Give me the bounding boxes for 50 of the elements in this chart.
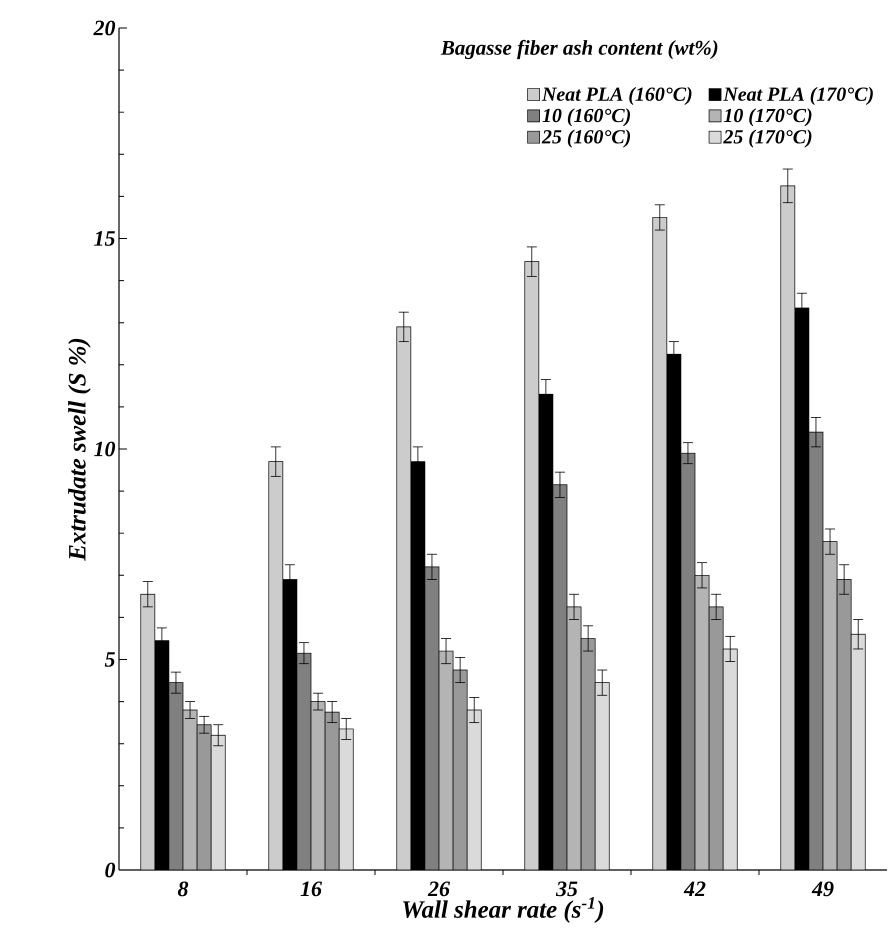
legend-label: 10 (160°C) bbox=[542, 108, 630, 126]
bar bbox=[324, 712, 340, 870]
y-tick-label: 15 bbox=[94, 231, 115, 246]
legend-title: Bagasse fiber ash content (wt%) bbox=[440, 40, 718, 60]
bar bbox=[182, 710, 198, 870]
bar bbox=[836, 579, 852, 870]
x-tick-label: 42 bbox=[684, 882, 706, 896]
bar bbox=[708, 606, 724, 870]
bar bbox=[424, 566, 440, 870]
bar bbox=[652, 217, 668, 870]
bar bbox=[808, 432, 824, 870]
bar bbox=[466, 710, 482, 870]
bar bbox=[140, 594, 156, 870]
x-tick-label: 16 bbox=[300, 882, 322, 896]
bar bbox=[580, 638, 596, 870]
bar bbox=[268, 461, 284, 870]
bar bbox=[850, 634, 866, 870]
legend-label: Neat PLA (160°C) bbox=[542, 86, 692, 105]
x-tick-label: 8 bbox=[178, 882, 188, 896]
bar bbox=[524, 261, 540, 870]
bar bbox=[680, 452, 696, 870]
bar bbox=[168, 682, 184, 870]
x-axis-title: Wall shear rate (s$^{-1}$) bbox=[403, 897, 604, 923]
legend-label: 10 (170°C) bbox=[724, 108, 812, 126]
bar bbox=[566, 606, 582, 870]
legend-label: 25 (170°C) bbox=[723, 130, 812, 148]
bar bbox=[438, 650, 454, 870]
bar bbox=[722, 648, 738, 870]
legend-label: Neat PLA (170°C) bbox=[723, 86, 873, 105]
bar bbox=[196, 724, 212, 870]
y-tick-label: 5 bbox=[104, 652, 115, 667]
bar bbox=[552, 484, 568, 870]
legend-label: 25 (160°C) bbox=[542, 130, 630, 148]
bar bbox=[694, 574, 710, 870]
bar bbox=[396, 326, 412, 870]
x-tick-label: 35 bbox=[556, 882, 578, 896]
bar bbox=[452, 670, 468, 870]
y-tick-label: 10 bbox=[94, 442, 116, 456]
y-tick-label: 20 bbox=[93, 20, 116, 36]
bar bbox=[338, 728, 354, 870]
x-tick-label: 26 bbox=[428, 882, 450, 896]
bar bbox=[822, 541, 838, 870]
y-tick-label: 0 bbox=[105, 862, 116, 878]
bar bbox=[780, 186, 796, 870]
bar bbox=[310, 701, 326, 870]
x-tick-label: 49 bbox=[812, 882, 834, 896]
bar bbox=[594, 682, 610, 870]
y-axis-title: Extrudate swell (S %) bbox=[68, 338, 91, 561]
bar bbox=[210, 734, 226, 870]
bar bbox=[296, 652, 312, 870]
